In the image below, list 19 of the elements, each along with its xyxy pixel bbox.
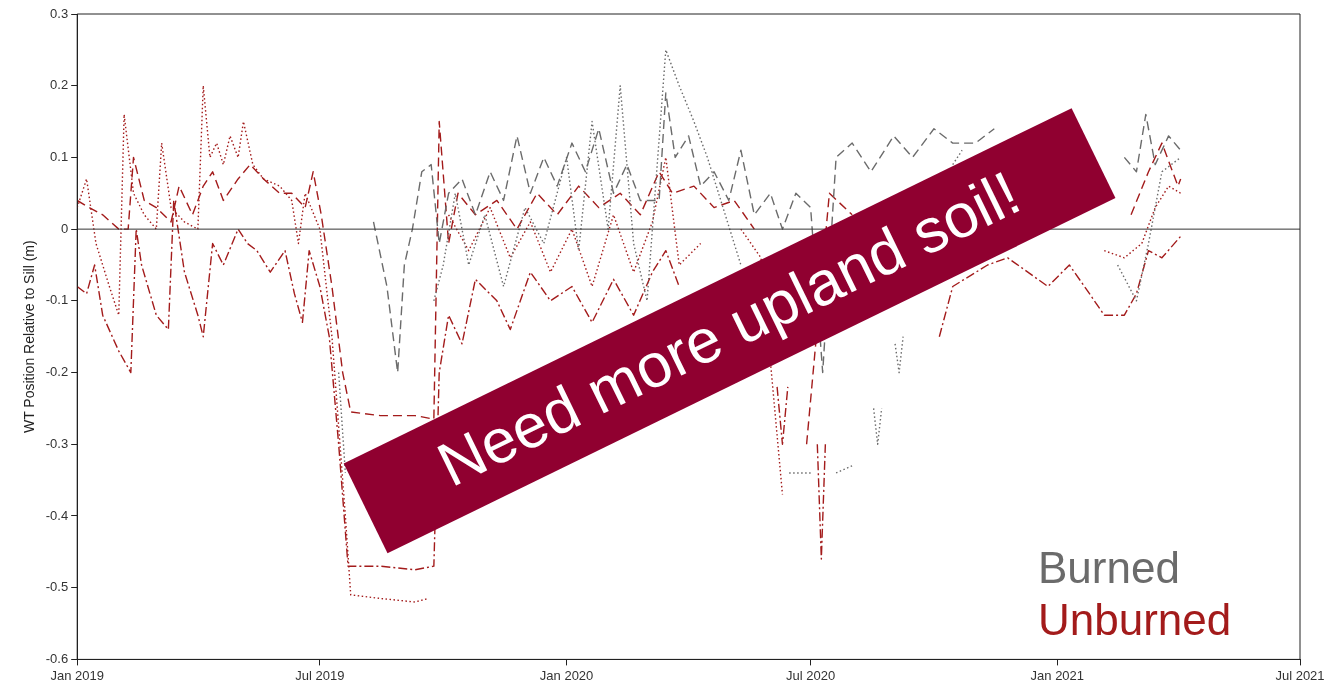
y-tick-label: -0.2	[45, 364, 69, 380]
x-tick-label: Jan 2020	[539, 667, 594, 683]
text: Unburned	[1038, 595, 1232, 645]
y-tick-label: -0.1	[45, 292, 69, 308]
x-tick-label: Jan 2021	[1030, 667, 1085, 683]
y-tick-label: -0.3	[45, 435, 69, 451]
y-tick-label: 0.3	[50, 5, 69, 21]
y-tick-label: 0	[60, 220, 69, 236]
y-tick-label: -0.6	[45, 650, 69, 666]
y-axis-title: WT Position Relative to Sill (m)	[21, 240, 38, 434]
x-tick-label: Jan 2019	[50, 667, 104, 683]
x-tick-label: Jul 2021	[1275, 667, 1325, 683]
y-tick-label: -0.4	[45, 507, 69, 523]
x-tick-label: Jul 2019	[295, 667, 345, 683]
y-tick-label: 0.2	[50, 77, 69, 93]
y-tick-label: -0.5	[45, 579, 69, 595]
y-tick-label: 0.1	[50, 149, 69, 164]
text: Burned	[1038, 543, 1180, 593]
x-tick-label: Jul 2020	[786, 667, 836, 683]
